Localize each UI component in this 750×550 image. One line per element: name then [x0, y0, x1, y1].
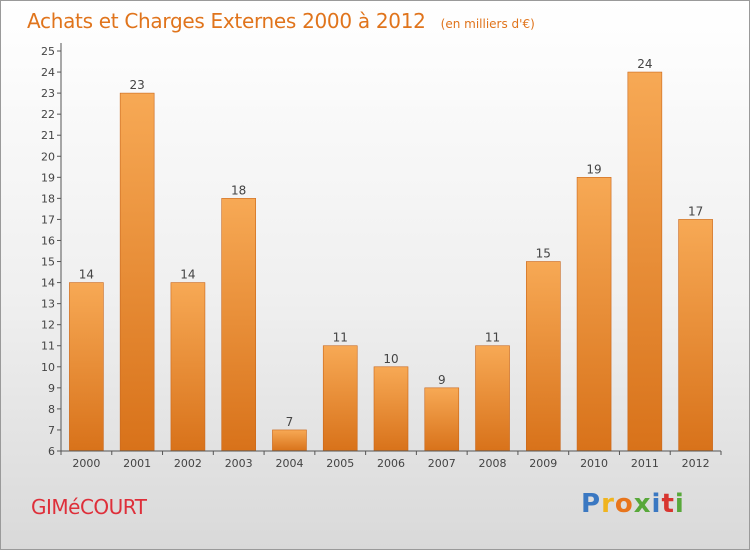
x-tick-label: 2000	[72, 457, 100, 470]
bar	[119, 92, 155, 452]
y-tick-label: 6	[48, 445, 55, 458]
chart-subtitle: (en milliers d'€)	[440, 17, 535, 31]
bar-value-label: 14	[79, 268, 94, 282]
x-tick-label: 2007	[428, 457, 456, 470]
y-tick-label: 18	[41, 192, 55, 205]
bar-value-label: 14	[180, 268, 195, 282]
bar-value-label: 11	[333, 331, 348, 345]
bar-value-label: 19	[586, 162, 601, 176]
brand-letter: P	[581, 489, 602, 519]
bar	[576, 177, 612, 452]
bar	[69, 282, 104, 452]
x-tick-label: 2001	[123, 457, 151, 470]
brand-letter: t	[661, 489, 675, 519]
brand-letter: o	[614, 489, 634, 519]
y-tick-label: 19	[41, 171, 55, 184]
x-tick-label: 2009	[529, 457, 557, 470]
y-tick-label: 14	[41, 277, 55, 290]
chart-title: Achats et Charges Externes 2000 à 2012	[27, 9, 426, 33]
bar	[424, 387, 460, 452]
y-tick-label: 8	[48, 403, 55, 416]
bar-value-label: 17	[688, 204, 703, 218]
bar-value-label: 10	[383, 352, 398, 366]
y-tick-label: 9	[48, 382, 55, 395]
bar-value-label: 11	[485, 331, 500, 345]
y-tick-label: 11	[41, 340, 55, 353]
bar	[526, 261, 561, 452]
y-tick-label: 10	[41, 361, 55, 374]
x-tick-label: 2005	[326, 457, 354, 470]
x-tick-label: 2011	[631, 457, 659, 470]
bar	[322, 345, 358, 452]
title-row: Achats et Charges Externes 2000 à 2012 (…	[27, 9, 535, 33]
bar-value-label: 23	[130, 78, 145, 92]
y-tick-label: 16	[41, 234, 55, 247]
bar-value-label: 24	[637, 57, 652, 71]
bar	[678, 219, 713, 452]
x-tick-label: 2008	[479, 457, 507, 470]
x-tick-label: 2003	[225, 457, 253, 470]
bars: 14 23 14 18 7 11 10 9 11 15 19 24 17	[69, 57, 713, 452]
y-tick-label: 17	[41, 213, 55, 226]
x-tick-label: 2002	[174, 457, 202, 470]
y-tick-label: 12	[41, 319, 55, 332]
bar	[170, 282, 206, 452]
y-tick-label: 13	[41, 298, 55, 311]
brand-letter: i	[651, 489, 662, 519]
brand-letter: i	[674, 489, 685, 519]
brand-letter: x	[633, 489, 652, 519]
y-tick-label: 7	[48, 424, 55, 437]
x-axis: 2000 2001 2002 2003 2004 2005 2006 2007 2008 2009…	[60, 450, 722, 470]
bar	[221, 198, 256, 452]
y-tick-label: 15	[41, 256, 55, 269]
y-tick-label: 24	[41, 66, 55, 79]
bar-value-label: 15	[536, 247, 551, 261]
brand-logo: Proxiti	[581, 489, 685, 519]
y-tick-label: 23	[41, 87, 55, 100]
x-tick-label: 2006	[377, 457, 405, 470]
y-tick-label: 25	[41, 45, 55, 58]
bar-value-label: 9	[438, 373, 446, 387]
bar	[272, 429, 307, 452]
bar-value-label: 7	[286, 415, 294, 429]
x-tick-label: 2012	[682, 457, 710, 470]
bar	[627, 71, 663, 452]
y-tick-label: 22	[41, 108, 55, 121]
bar	[475, 345, 510, 452]
y-tick-label: 20	[41, 150, 55, 163]
bar-value-label: 18	[231, 183, 246, 197]
bar	[373, 366, 409, 452]
y-axis: 6 7 8 9 10 11 12 13 14 15 16 17 18 19 20 21 22 23 24 25	[41, 43, 62, 458]
brand-letter: r	[601, 489, 615, 519]
y-tick-label: 21	[41, 129, 55, 142]
x-tick-label: 2010	[580, 457, 608, 470]
x-tick-label: 2004	[275, 457, 303, 470]
commune-name: GIMéCOURT	[31, 495, 147, 519]
